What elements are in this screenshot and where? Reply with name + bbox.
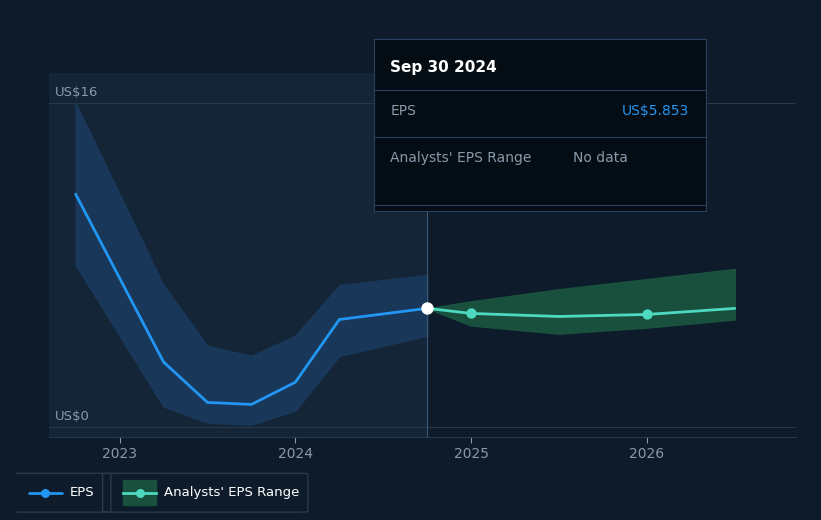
- Text: No data: No data: [573, 151, 628, 164]
- Text: Analysts' EPS Range: Analysts' EPS Range: [164, 486, 300, 499]
- Text: Analysts' EPS Range: Analysts' EPS Range: [390, 151, 531, 164]
- Point: [640, 310, 654, 319]
- Bar: [49, 73, 427, 437]
- Text: US$5.853: US$5.853: [622, 104, 690, 118]
- Text: Sep 30 2024: Sep 30 2024: [390, 60, 497, 74]
- Text: US$0: US$0: [54, 410, 89, 423]
- Text: Analysts Forecasts: Analysts Forecasts: [445, 76, 568, 89]
- Text: EPS: EPS: [70, 486, 94, 499]
- Point: [133, 489, 146, 497]
- Point: [39, 489, 52, 497]
- Text: US$16: US$16: [54, 86, 98, 99]
- Text: Actual: Actual: [377, 76, 419, 89]
- Point: [465, 309, 478, 318]
- Text: EPS: EPS: [390, 104, 416, 118]
- Point: [420, 304, 433, 313]
